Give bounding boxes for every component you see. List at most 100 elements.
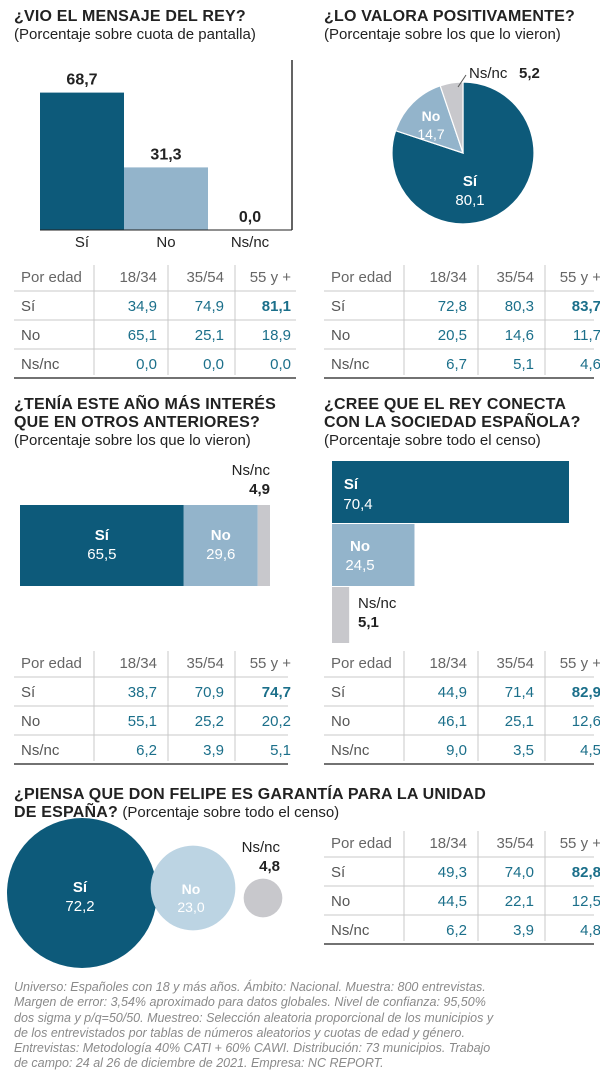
table-cell: 25,1 — [195, 327, 224, 344]
bubble-category-label: Ns/nc — [242, 839, 281, 856]
table-row-label: No — [331, 327, 350, 344]
table-row-label: No — [21, 713, 40, 730]
bar-value-label: 68,7 — [66, 72, 97, 89]
table-row-label: No — [331, 893, 350, 910]
table-header-cell: 18/34 — [429, 655, 467, 672]
title-conecta-2: CON LA SOCIEDAD ESPAÑOLA? — [324, 414, 581, 431]
table-header-cell: 55 y + — [250, 655, 292, 672]
pie-value-label: 80,1 — [455, 192, 484, 209]
stack-category-label: Sí — [95, 527, 110, 544]
table-header-cell: Por edad — [331, 835, 392, 852]
stack-category-label: No — [211, 527, 231, 544]
hbar-value-label: 5,1 — [358, 614, 379, 631]
table-cell: 74,7 — [262, 684, 291, 701]
pie-slice-2 — [439, 81, 464, 154]
table-cell: 74,0 — [505, 864, 534, 881]
table-cell: 44,5 — [438, 893, 467, 910]
bar-0 — [40, 92, 124, 230]
table-cell: 3,9 — [513, 922, 534, 939]
bubble-category-label: No — [182, 881, 201, 897]
title-interes-1: ¿TENÍA ESTE AÑO MÁS INTERÉS — [14, 396, 277, 413]
hbar-category-label: Ns/nc — [358, 595, 397, 612]
title-garantia-2: DE ESPAÑA? — [14, 804, 118, 821]
pie-category-label: Sí — [463, 173, 478, 190]
title-interes-2: QUE EN OTROS ANTERIORES? — [14, 414, 261, 431]
table-cell: 81,1 — [262, 298, 291, 315]
table-row-label: Sí — [21, 298, 36, 315]
table-row-label: Ns/nc — [331, 742, 370, 759]
stack-segment-2 — [257, 505, 270, 586]
footer-line: Universo: Españoles con 18 y más años. Á… — [14, 980, 486, 994]
bubble-value-label: 23,0 — [177, 899, 204, 915]
subtitle-garantia: (Porcentaje sobre todo el censo) — [122, 804, 340, 821]
hbar-2 — [332, 587, 350, 643]
table-cell: 70,9 — [195, 684, 224, 701]
table-cell: 44,9 — [438, 684, 467, 701]
table-cell: 0,0 — [136, 356, 157, 373]
table-header-cell: 35/54 — [186, 655, 224, 672]
title-vio: ¿VIO EL MENSAJE DEL REY? — [14, 8, 246, 25]
stack-value-label: 65,5 — [87, 546, 116, 563]
title-conecta-1: ¿CREE QUE EL REY CONECTA — [324, 396, 567, 413]
table-header-cell: 35/54 — [496, 655, 534, 672]
table-cell: 18,9 — [262, 327, 291, 344]
footer-notes: Universo: Españoles con 18 y más años. Á… — [14, 980, 592, 1072]
table-header-cell: 55 y + — [560, 269, 600, 286]
table-cell: 46,1 — [438, 713, 467, 730]
subtitle-conecta: (Porcentaje sobre todo el censo) — [324, 432, 541, 449]
table-cell: 9,0 — [446, 742, 467, 759]
table-cell: 22,1 — [505, 893, 534, 910]
table-cell: 12,6 — [572, 713, 600, 730]
table-cell: 82,9 — [572, 684, 600, 701]
bubble-value-label: 72,2 — [65, 898, 94, 915]
table-row-label: Ns/nc — [21, 356, 60, 373]
table-cell: 0,0 — [203, 356, 224, 373]
table-cell: 12,5 — [572, 893, 600, 910]
table-row-label: No — [21, 327, 40, 344]
table-cell: 20,5 — [438, 327, 467, 344]
bar-category-label: Ns/nc — [231, 234, 270, 251]
table-header-cell: Por edad — [331, 269, 392, 286]
table-header-cell: 35/54 — [496, 835, 534, 852]
table-row-label: Ns/nc — [331, 922, 370, 939]
table-header-cell: 18/34 — [119, 269, 157, 286]
footer-line: de los entrevistados por tablas de númer… — [14, 1025, 465, 1040]
table-row-label: Sí — [331, 684, 346, 701]
hbar-0 — [332, 461, 569, 523]
bubble-category-label: Sí — [73, 879, 88, 896]
charts-canvas: 68,7 Sí 31,3 No 0,0 Ns/nc Sí 80,1 No 14,7 Ns/nc 5,2… — [7, 60, 600, 968]
table-cell: 4,8 — [580, 922, 600, 939]
bar-value-label: 0,0 — [239, 209, 261, 226]
bubble-2 — [243, 878, 283, 918]
bubble-value-label: 4,8 — [259, 858, 280, 875]
table-header-cell: Por edad — [21, 269, 82, 286]
bar-category-label: No — [156, 234, 175, 251]
footer-line: de campo: 24 al 26 de diciembre de 2021.… — [14, 1056, 384, 1071]
footer-line: Entrevistas: Metodología 40% CATI + 60% … — [14, 1041, 491, 1056]
table-row-label: Sí — [331, 864, 346, 881]
table-cell: 20,2 — [262, 713, 291, 730]
bar-category-label: Sí — [75, 234, 90, 251]
stack-value-label: 29,6 — [206, 546, 235, 563]
pie-value-label: 5,2 — [519, 65, 540, 82]
table-header-cell: 55 y + — [560, 835, 600, 852]
bar-1 — [124, 167, 208, 230]
hbar-value-label: 24,5 — [345, 557, 374, 574]
hbar-category-label: Sí — [344, 476, 359, 493]
title-garantia-2-row: DE ESPAÑA? (Porcentaje sobre todo el cen… — [14, 804, 339, 822]
pie-slice-1 — [394, 84, 464, 154]
bar-value-label: 31,3 — [150, 146, 181, 163]
table-header-cell: 18/34 — [429, 835, 467, 852]
stack-value-label: 4,9 — [249, 481, 270, 498]
table-header-cell: 55 y + — [560, 655, 600, 672]
table-cell: 4,5 — [580, 742, 600, 759]
table-cell: 5,1 — [270, 742, 291, 759]
table-row-label: Ns/nc — [331, 356, 370, 373]
table-cell: 83,7 — [572, 298, 600, 315]
stack-category-label: Ns/nc — [232, 462, 271, 479]
table-cell: 3,9 — [203, 742, 224, 759]
pie-category-label: Ns/nc — [469, 65, 508, 82]
table-row-label: No — [331, 713, 350, 730]
table-cell: 11,7 — [573, 327, 600, 344]
bubble-1 — [150, 845, 236, 931]
